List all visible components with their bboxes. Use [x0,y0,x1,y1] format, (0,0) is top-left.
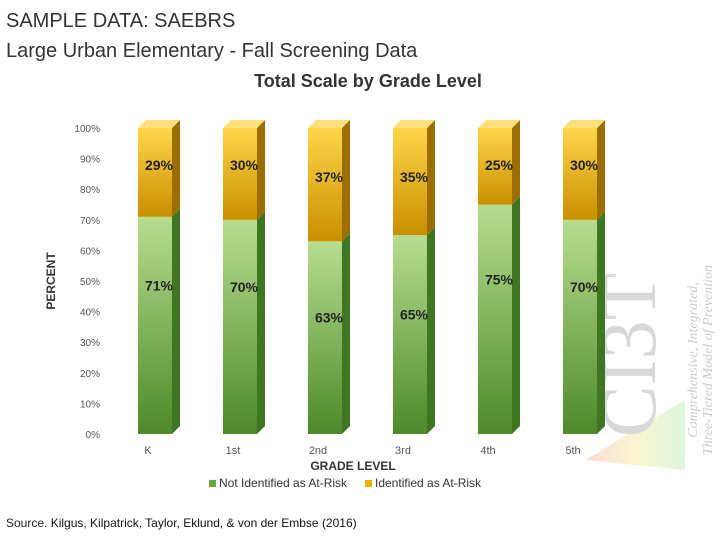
bar-not-identified-side [597,211,605,434]
stacked-bar-chart: 0% 10% 20% 30% 40% 50% 60% 70% 80% 90% 100% K 1st 2nd… [44,71,605,490]
y-tick-label: 60% [80,246,100,257]
y-tick-label: 40% [80,308,100,319]
bar-identified-top [308,120,350,128]
data-label-not-identified: 70% [570,279,599,295]
x-tick-label: 1st [226,445,241,457]
bar-identified-side [172,120,180,217]
bar-identified [563,128,597,220]
slide-title-line-1: SAMPLE DATA: SAEBRS [6,10,236,32]
y-tick-label: 10% [80,399,100,410]
bar-not-identified-side [427,227,435,434]
source-authors: Kilgus, Kilpatrick, Taylor, Eklund, & vo… [50,516,357,530]
data-label-not-identified: 75% [485,271,514,287]
x-tick-label: 4th [480,445,495,457]
legend-label-not-identified: Not Identified as At-Risk [219,476,348,490]
y-tick-label: 100% [74,124,100,135]
chart-title: Total Scale by Grade Level [254,71,482,91]
bar-not-identified [138,216,172,434]
bar-not-identified-side [342,233,350,434]
source-prefix: Source. [6,516,48,530]
bar-identified-top [393,120,435,128]
source-citation: Source. Kilgus, Kilpatrick, Taylor, Eklu… [6,516,357,530]
x-tick-label: 3rd [395,445,411,457]
data-label-identified: 37% [315,169,344,185]
data-label-identified: 35% [400,169,429,185]
bar-identified [308,128,342,242]
x-tick-label: 5th [565,445,580,457]
bar-identified-side [427,120,435,236]
bar-identified-top [563,120,605,128]
y-tick-label: 30% [80,338,100,349]
y-tick-label: 0% [86,430,101,441]
bar-identified-side [512,120,520,205]
data-label-identified: 25% [485,157,514,173]
legend-label-identified: Identified as At-Risk [375,476,482,490]
bar-not-identified [223,219,257,434]
slide-heading: SAMPLE DATA: SAEBRS Large Urban Elementa… [6,6,417,66]
bar-identified-side [257,120,265,220]
x-axis-label: GRADE LEVEL [310,459,395,473]
x-tick-label: K [144,445,152,457]
bar-identified-side [342,120,350,242]
slide-title-line-2: Large Urban Elementary - Fall Screening … [6,40,418,62]
bar-not-identified-side [172,208,180,434]
data-label-not-identified: 63% [315,310,344,326]
x-tick-label: 2nd [309,445,327,457]
bar-identified [478,128,512,205]
data-label-identified: 30% [570,157,599,173]
bar-identified [393,128,427,236]
bar-identified-top [478,120,520,128]
y-tick-label: 80% [80,185,100,196]
bar-identified [223,128,257,220]
bar-not-identified [308,241,342,434]
legend-swatch-not-identified [209,480,216,487]
legend-swatch-identified [365,480,372,487]
bar-not-identified [478,204,512,434]
y-axis-label: PERCENT [44,252,58,310]
data-label-not-identified: 71% [145,277,174,293]
y-tick-label: 90% [80,155,100,166]
bar-not-identified-side [257,211,265,434]
y-tick-label: 50% [80,277,100,288]
bar-identified-top [223,120,265,128]
bar-identified [138,128,172,217]
bar-not-identified-side [512,196,520,434]
bar-not-identified [563,219,597,434]
data-label-identified: 30% [230,157,259,173]
bar-identified-side [597,120,605,220]
data-label-not-identified: 65% [400,307,429,323]
data-label-identified: 29% [145,157,174,173]
data-label-not-identified: 70% [230,279,259,295]
y-tick-label: 20% [80,369,100,380]
bar-identified-top [138,120,180,128]
bar-not-identified [393,235,427,434]
y-tick-label: 70% [80,216,100,227]
